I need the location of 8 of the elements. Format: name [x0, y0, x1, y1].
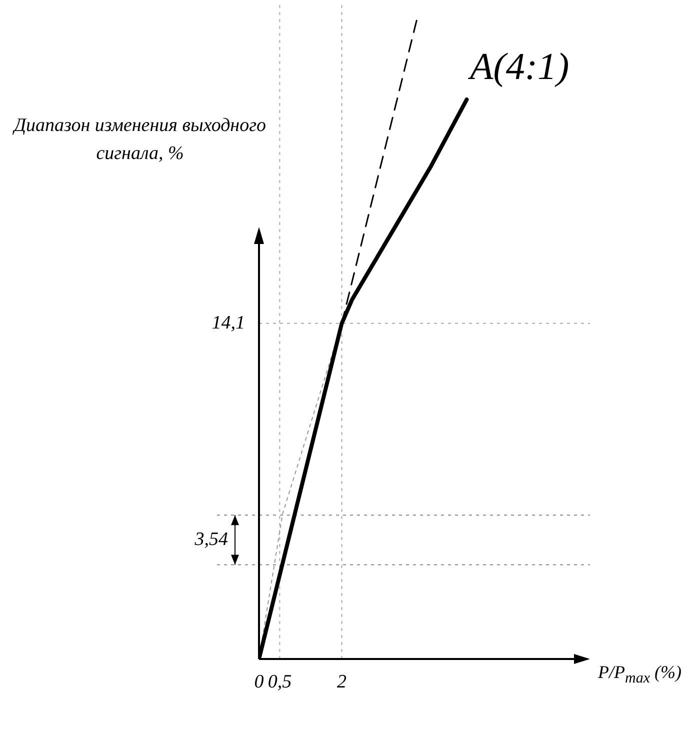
text: 3,54 [194, 528, 228, 550]
x-tick-label: 0 [254, 671, 264, 692]
x-tick-label: 0,5 [268, 671, 292, 692]
text: A(4:1) [470, 45, 570, 89]
text: 14,1 [212, 312, 245, 334]
x-axis-title: P/P$_{max}$ (%) [598, 662, 682, 688]
x-tick-label: 2 [337, 671, 347, 692]
y-axis-title: Диапазон изменения выходного сигнала, % [12, 114, 268, 166]
